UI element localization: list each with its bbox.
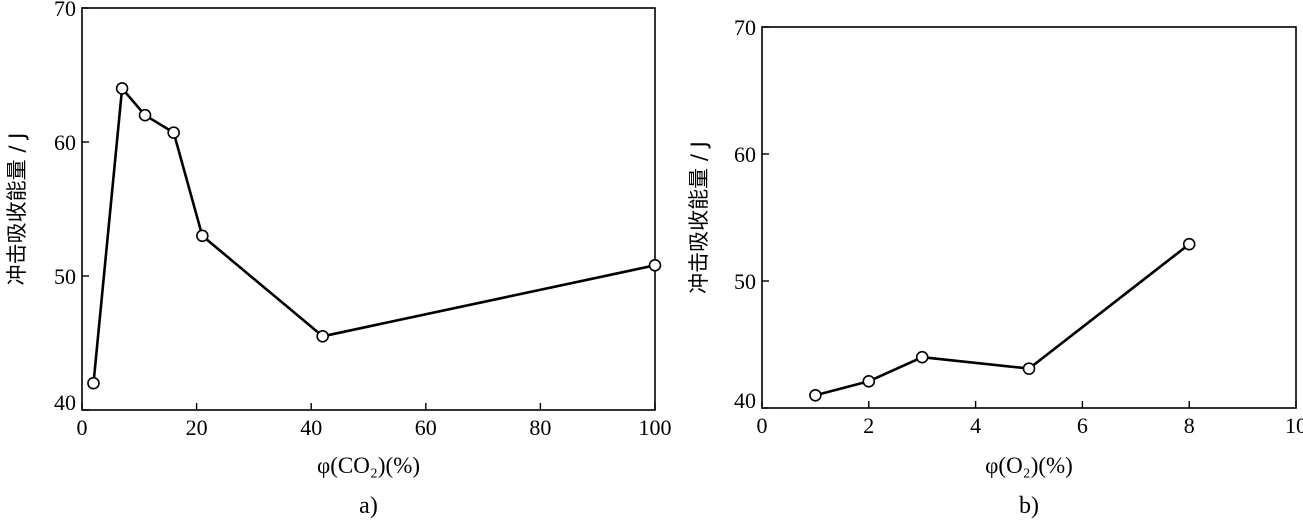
chart-b-xtick-label: 2 (863, 413, 874, 438)
chart-b-y-axis-label: 冲击吸收能量 / J (687, 141, 711, 294)
chart-b-xtick-label: 4 (970, 413, 981, 438)
chart-a-xtick-label: 100 (639, 415, 672, 440)
chart-b-ytick-label: 60 (734, 142, 756, 167)
chart-a-xtick-label: 40 (300, 415, 322, 440)
chart-b-data-point (915, 350, 929, 364)
chart-a-data-point (115, 82, 129, 95)
chart-b-plot-frame (761, 26, 1297, 409)
chart-a-y-axis-label: 冲击吸收能量 / J (5, 133, 29, 286)
chart-b-ytick-label: 50 (734, 269, 756, 294)
chart-b-data-point (1022, 362, 1036, 375)
chart-b-xtick-label: 8 (1184, 413, 1195, 438)
chart-a-plot-frame (81, 7, 656, 411)
chart-b-xtick-label: 6 (1077, 413, 1088, 438)
chart-a-xtick-label: 80 (529, 415, 551, 440)
chart-a-xtick-label: 0 (77, 415, 88, 440)
chart-b-x-axis-label: φ(O₂)(%) (985, 453, 1073, 478)
chart-a-x-axis-label: φ(CO₂)(%) (317, 453, 420, 478)
chart-b-ytick-label: 40 (734, 388, 756, 413)
chart-a-ytick-label: 40 (54, 390, 76, 415)
chart-b-data-point (809, 388, 822, 402)
chart-b-ytick-label: 70 (734, 15, 756, 40)
chart-a-ytick-label: 70 (54, 0, 76, 21)
chart-a-data-point (196, 229, 209, 243)
chart-a-panel-label: a) (359, 493, 378, 519)
chart-b-data-point (862, 375, 876, 388)
chart-b-xtick-label: 0 (757, 413, 768, 438)
chart-b-panel-label: b) (1019, 493, 1039, 519)
chart-a-data-point (648, 258, 662, 272)
chart-a-data-point (138, 108, 152, 122)
chart-a-ytick-label: 50 (54, 264, 76, 289)
chart-a-data-point (167, 126, 180, 139)
chart-b-series-line (815, 243, 1190, 397)
chart-b-xtick-label: 10 (1285, 413, 1303, 438)
chart-a-xtick-label: 20 (186, 415, 208, 440)
chart-a-ytick-label: 60 (54, 130, 76, 155)
chart-a-xtick-label: 60 (415, 415, 437, 440)
chart-a-data-point (87, 376, 100, 390)
chart-b-data-point (1182, 237, 1196, 251)
chart-a-data-point (316, 329, 329, 343)
